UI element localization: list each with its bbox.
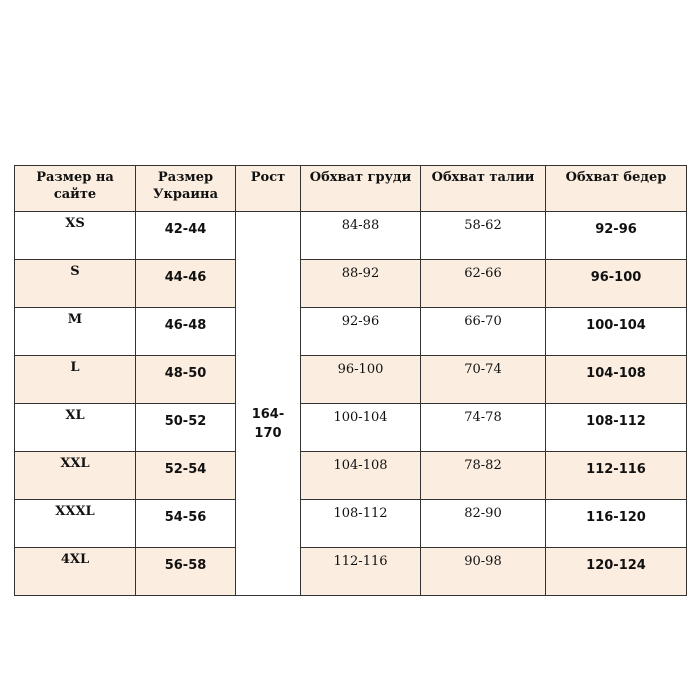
cell-waist: 78-82 [420, 451, 546, 500]
cell-ukraine-size: 42-44 [135, 211, 236, 260]
cell-waist: 58-62 [420, 211, 546, 260]
cell-ukraine-size: 52-54 [135, 451, 236, 500]
header-height: Рост [235, 165, 301, 212]
cell-chest: 108-112 [300, 499, 421, 548]
cell-hips: 96-100 [545, 259, 687, 308]
header-waist: Обхват талии [420, 165, 546, 212]
cell-ukraine-size: 48-50 [135, 355, 236, 404]
table-row: M 46-48 92-96 66-70 100-104 [14, 307, 687, 356]
cell-height: 164- 170 [235, 211, 301, 596]
cell-chest: 92-96 [300, 307, 421, 356]
cell-chest: 100-104 [300, 403, 421, 452]
table-row: XXL 52-54 104-108 78-82 112-116 [14, 451, 687, 500]
cell-waist: 70-74 [420, 355, 546, 404]
cell-hips: 104-108 [545, 355, 687, 404]
cell-ukraine-size: 44-46 [135, 259, 236, 308]
cell-site-size: XXXL [14, 499, 136, 548]
cell-hips: 92-96 [545, 211, 687, 260]
header-chest: Обхват груди [300, 165, 421, 212]
table-row: XXXL 54-56 108-112 82-90 116-120 [14, 499, 687, 548]
cell-site-size: XS [14, 211, 136, 260]
cell-waist: 82-90 [420, 499, 546, 548]
cell-hips: 112-116 [545, 451, 687, 500]
cell-site-size: S [14, 259, 136, 308]
cell-chest: 88-92 [300, 259, 421, 308]
header-row: Размер на сайте Размер Украина Рост Обхв… [14, 165, 687, 212]
header-hips: Обхват бедер [545, 165, 687, 212]
cell-chest: 84-88 [300, 211, 421, 260]
header-ukraine-size: Размер Украина [135, 165, 236, 212]
table-row: L 48-50 96-100 70-74 104-108 [14, 355, 687, 404]
cell-ukraine-size: 50-52 [135, 403, 236, 452]
cell-site-size: L [14, 355, 136, 404]
cell-waist: 90-98 [420, 547, 546, 596]
cell-site-size: 4XL [14, 547, 136, 596]
size-chart-table: Размер на сайте Размер Украина Рост Обхв… [14, 165, 687, 596]
cell-hips: 108-112 [545, 403, 687, 452]
cell-hips: 120-124 [545, 547, 687, 596]
cell-waist: 74-78 [420, 403, 546, 452]
cell-site-size: XL [14, 403, 136, 452]
cell-chest: 96-100 [300, 355, 421, 404]
cell-chest: 104-108 [300, 451, 421, 500]
table-row: 4XL 56-58 112-116 90-98 120-124 [14, 547, 687, 596]
table-row: XS 42-44 164- 170 84-88 58-62 92-96 [14, 211, 687, 596]
table-row: S 44-46 88-92 62-66 96-100 [14, 259, 687, 308]
cell-ukraine-size: 54-56 [135, 499, 236, 548]
cell-site-size: XXL [14, 451, 136, 500]
table-row: XL 50-52 100-104 74-78 108-112 [14, 403, 687, 452]
cell-waist: 66-70 [420, 307, 546, 356]
cell-ukraine-size: 56-58 [135, 547, 236, 596]
cell-hips: 116-120 [545, 499, 687, 548]
cell-site-size: M [14, 307, 136, 356]
header-site-size: Размер на сайте [14, 165, 136, 212]
cell-ukraine-size: 46-48 [135, 307, 236, 356]
cell-waist: 62-66 [420, 259, 546, 308]
cell-hips: 100-104 [545, 307, 687, 356]
cell-chest: 112-116 [300, 547, 421, 596]
